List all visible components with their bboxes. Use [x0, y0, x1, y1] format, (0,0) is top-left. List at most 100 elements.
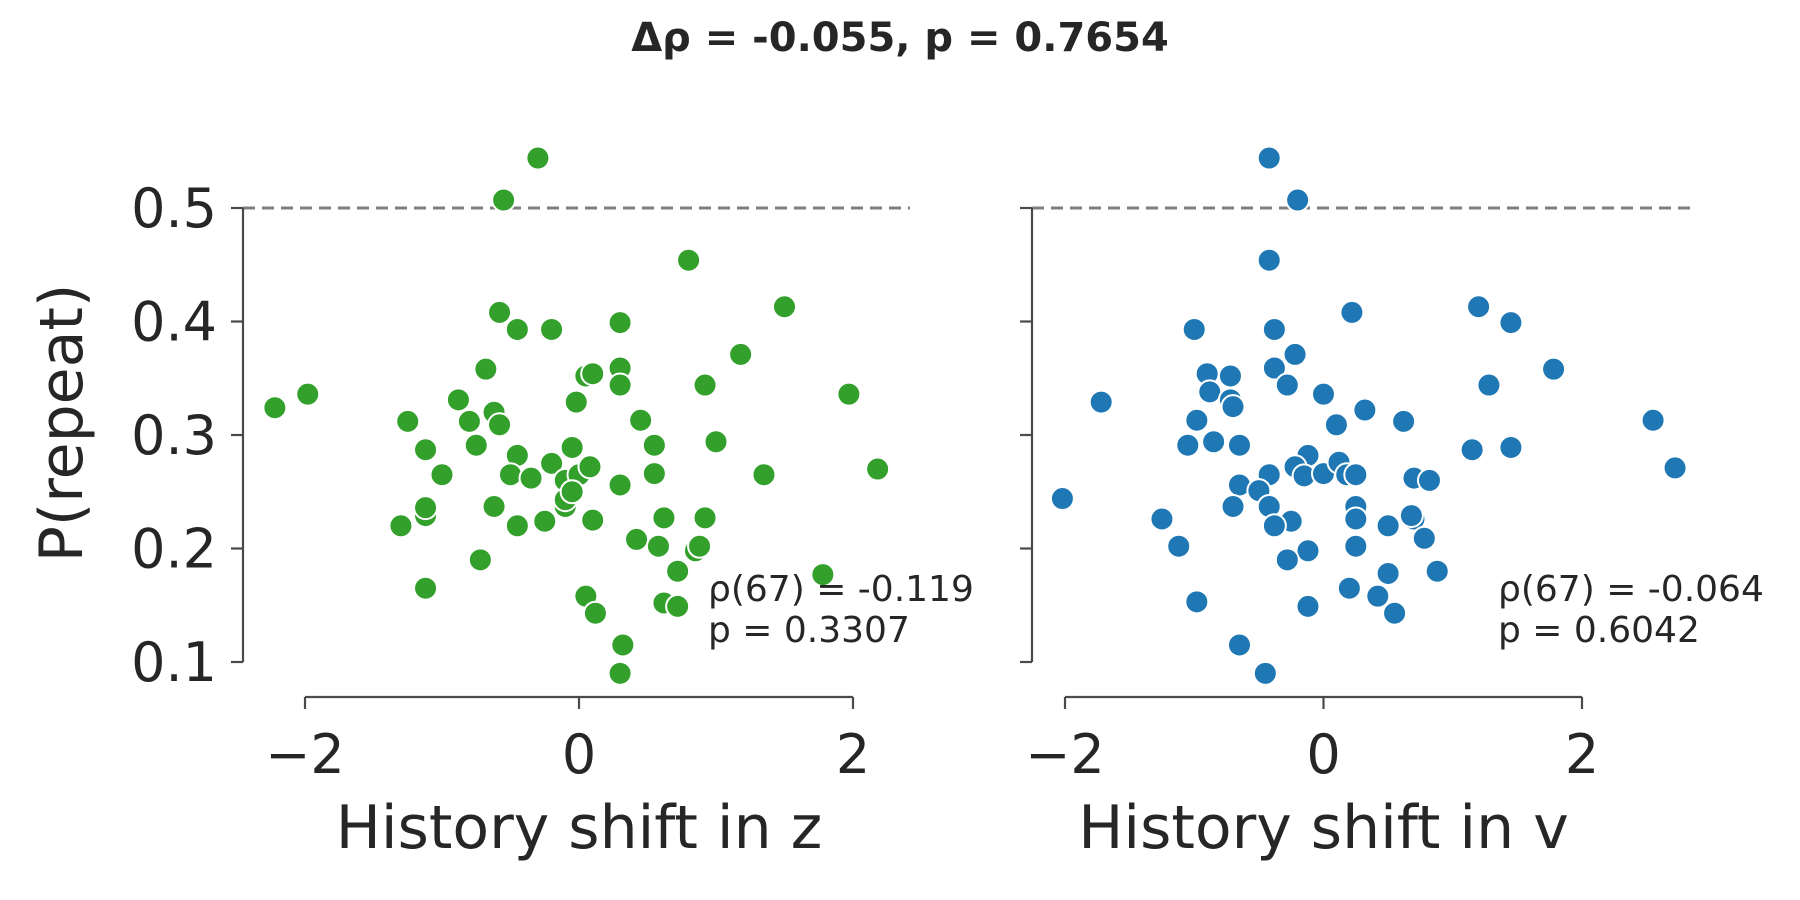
data-point [1184, 589, 1210, 615]
data-point [772, 294, 797, 320]
data-point [388, 513, 414, 539]
data-point [692, 505, 718, 531]
data-point [1391, 408, 1417, 434]
data-point [1175, 432, 1201, 458]
data-point [559, 434, 585, 460]
data-point [1201, 429, 1227, 455]
data-point [1311, 381, 1336, 407]
data-point [539, 450, 565, 476]
correlation-annotation: ρ(67) = -0.119 [708, 569, 974, 610]
data-point [1541, 356, 1567, 382]
data-point [1149, 506, 1175, 532]
data-point [692, 372, 718, 398]
data-point [1640, 407, 1666, 433]
data-point [580, 507, 606, 533]
data-point [607, 372, 633, 398]
data-point [580, 361, 606, 387]
data-point [607, 660, 633, 686]
data-point [628, 407, 654, 433]
data-point [1295, 593, 1321, 619]
data-point [1352, 397, 1378, 423]
data-point [487, 299, 513, 325]
y-tick-label: 0.4 [131, 291, 217, 354]
data-point [262, 395, 288, 421]
data-point [1274, 547, 1300, 573]
data-point [1274, 372, 1300, 398]
correlation-annotation: p = 0.3307 [708, 610, 910, 651]
data-point [413, 495, 439, 521]
data-point [456, 408, 482, 434]
data-point [607, 310, 633, 336]
data-point [504, 513, 530, 539]
x-tick-label: 0 [562, 723, 596, 786]
data-point [1049, 486, 1075, 512]
data-point [1261, 513, 1287, 539]
data-point [1256, 145, 1282, 171]
data-point [563, 389, 589, 415]
data-point [1382, 600, 1408, 626]
data-point [491, 187, 517, 213]
data-point [1282, 341, 1308, 367]
data-point [1220, 494, 1246, 520]
data-point [1261, 355, 1287, 381]
y-tick-label: 0.2 [131, 518, 217, 581]
data-point [413, 437, 439, 463]
data-point [641, 432, 667, 458]
data-point [645, 533, 671, 559]
data-point [1424, 558, 1450, 584]
data-point [1375, 560, 1401, 586]
data-point [610, 632, 636, 658]
x-axis-title: History shift in z [336, 793, 822, 863]
x-tick-label: 0 [1306, 723, 1340, 786]
x-tick-label: −2 [265, 723, 345, 786]
x-tick-label: 2 [836, 723, 870, 786]
data-point [1662, 455, 1688, 481]
data-point [1261, 316, 1287, 342]
data-point [413, 575, 439, 601]
x-tick-label: −2 [1025, 723, 1105, 786]
data-point [1498, 310, 1524, 336]
data-point [473, 356, 499, 382]
y-tick-label: 0.1 [131, 631, 217, 694]
data-point [1343, 462, 1369, 488]
data-point [429, 462, 455, 488]
correlation-annotation: p = 0.6042 [1498, 610, 1700, 651]
data-point [532, 508, 558, 534]
data-point [1184, 407, 1210, 433]
data-point [607, 472, 633, 498]
data-point [295, 381, 321, 407]
data-point [1197, 379, 1223, 405]
data-point [1226, 632, 1252, 658]
data-point [751, 462, 777, 488]
data-point [539, 316, 565, 342]
data-point [676, 247, 702, 273]
data-point [624, 526, 650, 552]
data-point [525, 145, 551, 171]
data-point [1365, 583, 1391, 609]
data-point [504, 316, 530, 342]
data-point [395, 408, 421, 434]
data-point [1088, 389, 1114, 415]
data-point [1295, 538, 1321, 564]
data-point [487, 412, 513, 438]
data-point [1252, 660, 1278, 686]
data-point [1339, 299, 1365, 325]
data-point [1343, 506, 1369, 532]
data-point [1217, 363, 1243, 389]
figure-suptitle: Δρ = -0.055, p = 0.7654 [631, 15, 1169, 61]
correlation-annotation: ρ(67) = -0.064 [1498, 569, 1764, 610]
data-point [1220, 394, 1246, 420]
y-tick-label: 0.3 [131, 404, 217, 467]
data-point [1226, 432, 1252, 458]
data-point [665, 593, 691, 619]
data-point [463, 432, 489, 458]
data-point [687, 533, 713, 559]
data-point [445, 387, 471, 413]
data-point [498, 462, 523, 488]
data-point [582, 600, 608, 626]
data-point [836, 381, 862, 407]
data-point [577, 454, 603, 480]
